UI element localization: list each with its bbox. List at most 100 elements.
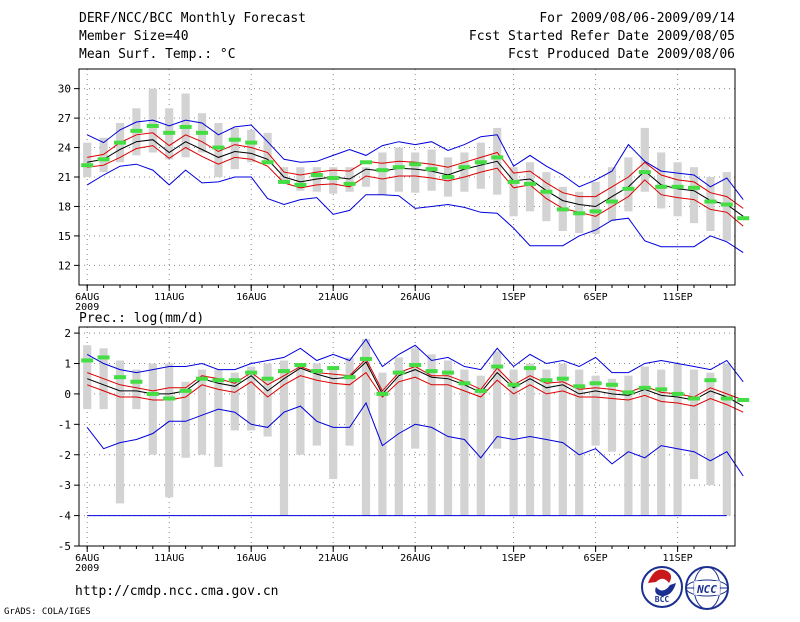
temp-ensemble-box <box>689 167 699 224</box>
prec-ensemble-box <box>83 345 92 410</box>
temp-observed-mark <box>179 124 192 129</box>
prec-frame <box>78 326 736 547</box>
temp-observed-mark <box>97 157 110 162</box>
prec-ensemble-box <box>312 363 321 446</box>
temp-ensemble-box <box>263 132 272 163</box>
prec-ensemble-box <box>329 366 338 480</box>
prec-ensemble-box <box>575 369 584 516</box>
prec-ensemble-box <box>607 378 617 452</box>
temp-ytick-label: 27 <box>58 112 71 125</box>
prec-ensemble-box <box>378 372 387 516</box>
prec-outer-high-line <box>86 338 744 383</box>
temp-ensemble-box <box>247 129 256 163</box>
prec-ensemble-box <box>525 363 535 516</box>
prec-ensemble-box <box>460 369 469 516</box>
temp-observed-mark <box>540 189 553 194</box>
temp-observed-mark <box>130 128 143 133</box>
prec-ytick-label: -2 <box>58 449 71 462</box>
prec-ensemble-box <box>427 354 436 516</box>
temp-observed-mark <box>310 173 323 178</box>
temp-ytick-label: 21 <box>58 171 71 184</box>
temp-ensemble-mean-line <box>87 139 744 217</box>
prec-observed-mark <box>491 364 504 369</box>
prec-ensemble-box <box>247 366 256 431</box>
prec-observed-mark <box>688 396 700 401</box>
prec-ensemble-box <box>509 369 518 516</box>
prec-observed-mark <box>507 382 520 387</box>
prec-observed-mark <box>409 363 422 368</box>
prec-observed-mark <box>228 378 241 383</box>
prec-observed-mark <box>179 388 192 393</box>
temp-ensemble-box <box>361 167 371 187</box>
temp-ensemble-box <box>378 152 387 195</box>
temp-observed-mark <box>392 165 405 170</box>
temp-observed-mark <box>458 165 471 170</box>
bcc-logo-text: BCC <box>655 595 670 604</box>
temp-observed-mark <box>507 179 520 184</box>
temp-observed-mark <box>638 170 651 175</box>
prec-observed-mark <box>671 391 684 396</box>
prec-ensemble-box <box>296 363 305 455</box>
temp-ensemble-box <box>411 152 420 193</box>
prec-ensemble-box <box>706 372 715 486</box>
prec-ensemble-box <box>443 360 453 516</box>
temp-observed-mark <box>245 140 258 145</box>
temp-observed-mark <box>409 162 422 167</box>
temp-observed-mark <box>81 163 94 168</box>
temp-observed-mark <box>442 175 454 179</box>
prec-ensemble-box <box>640 366 649 516</box>
prec-observed-mark <box>294 363 307 368</box>
prec-ensemble-box <box>263 363 272 437</box>
prec-observed-mark <box>392 370 405 375</box>
ncc-logo: NCC <box>685 566 729 610</box>
source-url: http://cmdp.ncc.cma.gov.cn <box>75 584 279 599</box>
precip-panel-title: Prec.: log(mm/d) <box>79 311 204 326</box>
temp-ensemble-box <box>624 157 633 212</box>
prec-xtick-label: 16AUG <box>236 553 266 564</box>
temp-ensemble-box <box>214 123 223 177</box>
temp-observed-mark <box>573 211 586 216</box>
prec-ytick-label: 1 <box>64 358 71 371</box>
temp-observed-mark <box>114 140 126 145</box>
prec-observed-mark <box>163 396 176 401</box>
prec-ensemble-box <box>722 363 731 516</box>
prec-ensemble-box <box>345 357 354 446</box>
temp-ensemble-box <box>279 167 289 181</box>
prec-observed-mark <box>114 375 126 380</box>
prec-xtick-label: 11AUG <box>154 553 184 564</box>
prec-observed-mark <box>655 387 668 392</box>
temp-observed-mark <box>474 160 487 165</box>
temp-observed-mark <box>146 123 159 128</box>
temp-observed-mark <box>688 185 700 190</box>
header-start-date: Fcst Started Refer Date 2009/08/05 <box>469 29 735 44</box>
header-variable: Mean Surf. Temp.: °C <box>79 47 236 62</box>
prec-observed-mark <box>376 391 389 396</box>
temp-ensemble-box <box>460 152 469 192</box>
bcc-logo: BCC <box>641 566 683 608</box>
header-produced-date: Fcst Produced Date 2009/08/06 <box>508 47 735 62</box>
prec-observed-mark <box>212 378 225 383</box>
temp-observed-mark <box>524 181 536 186</box>
prec-ytick-label: -3 <box>58 479 71 492</box>
temp-observed-mark <box>556 207 569 212</box>
prec-ensemble-box <box>279 360 289 516</box>
prec-observed-mark <box>474 388 487 393</box>
temp-observed-mark <box>655 184 668 189</box>
temp-observed-mark <box>294 182 307 187</box>
prec-xtick-year-label: 2009 <box>75 563 99 574</box>
prec-xtick-label: 11SEP <box>663 553 693 564</box>
prec-ensemble-box <box>214 369 223 467</box>
prec-observed-mark <box>622 390 635 395</box>
ncc-logo-text: NCC <box>696 583 717 596</box>
temp-ytick-label: 15 <box>58 230 71 243</box>
prec-ytick-label: -5 <box>58 540 71 553</box>
prec-observed-mark <box>278 369 290 374</box>
prec-outer-low-line <box>86 401 744 477</box>
prec-ensemble-box <box>181 381 190 458</box>
prec-observed-mark <box>196 376 208 381</box>
grads-credit: GrADS: COLA/IGES <box>4 607 91 617</box>
